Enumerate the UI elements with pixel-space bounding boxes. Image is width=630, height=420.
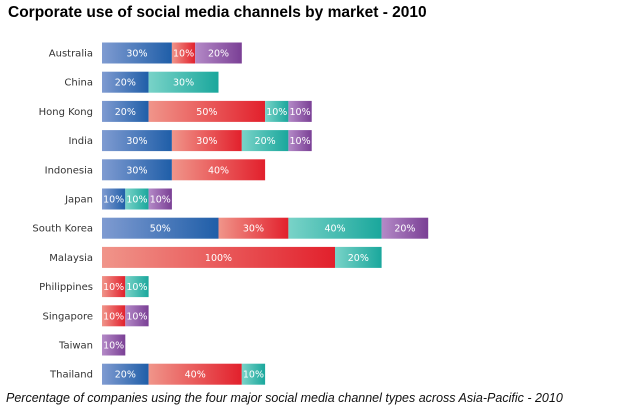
bar-segment-thailand-series-2 (148, 363, 242, 385)
bar-segment-singapore-series-2 (102, 305, 126, 327)
bar-segment-australia-series-2 (171, 42, 196, 64)
bar-segment-hong-kong-series-2 (148, 100, 266, 122)
data-label-australia-series-2: 10% (173, 49, 194, 60)
bar-segment-malaysia-series-2 (102, 246, 335, 268)
bar-segment-thailand-series-3 (241, 363, 266, 385)
bar-segment-south-korea-series-2 (218, 217, 289, 239)
data-label-hong-kong-series-2: 50% (196, 107, 217, 118)
bar-row-indonesia: Indonesia 30% 40% (45, 159, 266, 181)
category-label-australia: Australia (49, 49, 93, 60)
bar-segment-south-korea-series-1 (102, 217, 219, 239)
bar-row-india: India 30% 30% 20% 10% (68, 130, 312, 152)
bar-segment-malaysia-series-3 (335, 246, 382, 268)
bar-segment-india-series-3 (241, 130, 289, 152)
category-label-singapore: Singapore (43, 311, 93, 322)
bar-row-philippines: Philippines 10% 10% (39, 276, 149, 298)
data-label-indonesia-series-1: 30% (126, 165, 147, 176)
data-label-japan-series-3: 10% (126, 195, 147, 206)
data-label-india-series-1: 30% (126, 136, 147, 147)
bar-segment-australia-series-1 (102, 42, 172, 64)
bar-segment-india-series-1 (102, 130, 172, 152)
data-label-philippines-series-3: 10% (126, 282, 147, 293)
category-label-philippines: Philippines (39, 282, 93, 293)
bar-segment-japan-series-1 (102, 188, 126, 210)
data-label-hong-kong-series-1: 20% (115, 107, 136, 118)
category-label-china: China (64, 78, 93, 89)
data-label-china-series-3: 30% (173, 78, 194, 89)
data-label-thailand-series-2: 40% (185, 370, 206, 381)
bar-row-australia: Australia 30% 10% 20% (49, 42, 242, 64)
bar-segment-hong-kong-series-1 (102, 100, 149, 122)
bar-row-taiwan: Taiwan 10% (58, 334, 126, 356)
category-label-south-korea: South Korea (32, 224, 93, 235)
chart-title: Corporate use of social media channels b… (8, 4, 427, 21)
bar-segment-china-series-3 (148, 71, 219, 93)
data-label-indonesia-series-2: 40% (208, 165, 229, 176)
category-label-thailand: Thailand (49, 370, 93, 381)
bar-segment-taiwan-series-4 (102, 334, 126, 356)
bar-segment-south-korea-series-4 (381, 217, 429, 239)
category-label-malaysia: Malaysia (49, 253, 93, 264)
chart-rows: Australia 30% 10% 20% China 20% 30% Hong Kong 20… (32, 42, 429, 385)
bar-segment-japan-series-4 (148, 188, 172, 210)
bar-row-hong-kong: Hong Kong 20% 50% 10% 10% (39, 100, 312, 122)
bar-segment-philippines-series-2 (102, 276, 126, 298)
bar-row-china: China 20% 30% (64, 71, 219, 93)
data-label-singapore-series-2: 10% (103, 311, 124, 322)
data-label-thailand-series-3: 10% (243, 370, 264, 381)
bar-segment-japan-series-3 (125, 188, 149, 210)
category-label-hong-kong: Hong Kong (39, 107, 93, 118)
data-label-india-series-4: 10% (289, 136, 310, 147)
data-label-philippines-series-2: 10% (103, 282, 124, 293)
bar-row-singapore: Singapore 10% 10% (43, 305, 149, 327)
data-label-hong-kong-series-4: 10% (289, 107, 310, 118)
bar-segment-south-korea-series-3 (288, 217, 382, 239)
data-label-south-korea-series-4: 20% (394, 224, 415, 235)
data-label-australia-series-4: 20% (208, 49, 229, 60)
bar-row-thailand: Thailand 20% 40% 10% (49, 363, 266, 385)
bar-segment-singapore-series-4 (125, 305, 149, 327)
data-label-japan-series-4: 10% (150, 195, 171, 206)
category-label-indonesia: Indonesia (45, 165, 93, 176)
data-label-japan-series-1: 10% (103, 195, 124, 206)
bar-segment-india-series-4 (288, 130, 312, 152)
category-label-india: India (68, 136, 93, 147)
bar-segment-hong-kong-series-3 (265, 100, 289, 122)
data-label-singapore-series-4: 10% (126, 311, 147, 322)
bar-segment-indonesia-series-2 (171, 159, 266, 181)
data-label-india-series-3: 20% (255, 136, 276, 147)
bar-segment-thailand-series-1 (102, 363, 149, 385)
bar-segment-china-series-1 (102, 71, 149, 93)
bar-segment-philippines-series-3 (125, 276, 149, 298)
data-label-south-korea-series-2: 30% (243, 224, 264, 235)
data-label-malaysia-series-3: 20% (348, 253, 369, 264)
data-label-taiwan-series-4: 10% (103, 341, 124, 352)
data-label-india-series-2: 30% (196, 136, 217, 147)
data-label-australia-series-1: 30% (126, 49, 147, 60)
bar-row-south-korea: South Korea 50% 30% 40% 20% (32, 217, 429, 239)
data-label-hong-kong-series-3: 10% (266, 107, 287, 118)
category-label-japan: Japan (64, 195, 93, 206)
chart-caption: Percentage of companies using the four m… (6, 391, 563, 405)
data-label-china-series-1: 20% (115, 78, 136, 89)
bar-segment-hong-kong-series-4 (288, 100, 312, 122)
data-label-south-korea-series-3: 40% (324, 224, 345, 235)
data-label-south-korea-series-1: 50% (150, 224, 171, 235)
bar-segment-india-series-2 (171, 130, 242, 152)
bar-row-malaysia: Malaysia 100% 20% (49, 246, 382, 268)
bar-row-japan: Japan 10% 10% 10% (64, 188, 172, 210)
category-label-taiwan: Taiwan (58, 341, 93, 352)
data-label-thailand-series-1: 20% (115, 370, 136, 381)
data-label-malaysia-series-2: 100% (205, 253, 232, 264)
bar-segment-indonesia-series-1 (102, 159, 172, 181)
bar-segment-australia-series-4 (195, 42, 242, 64)
